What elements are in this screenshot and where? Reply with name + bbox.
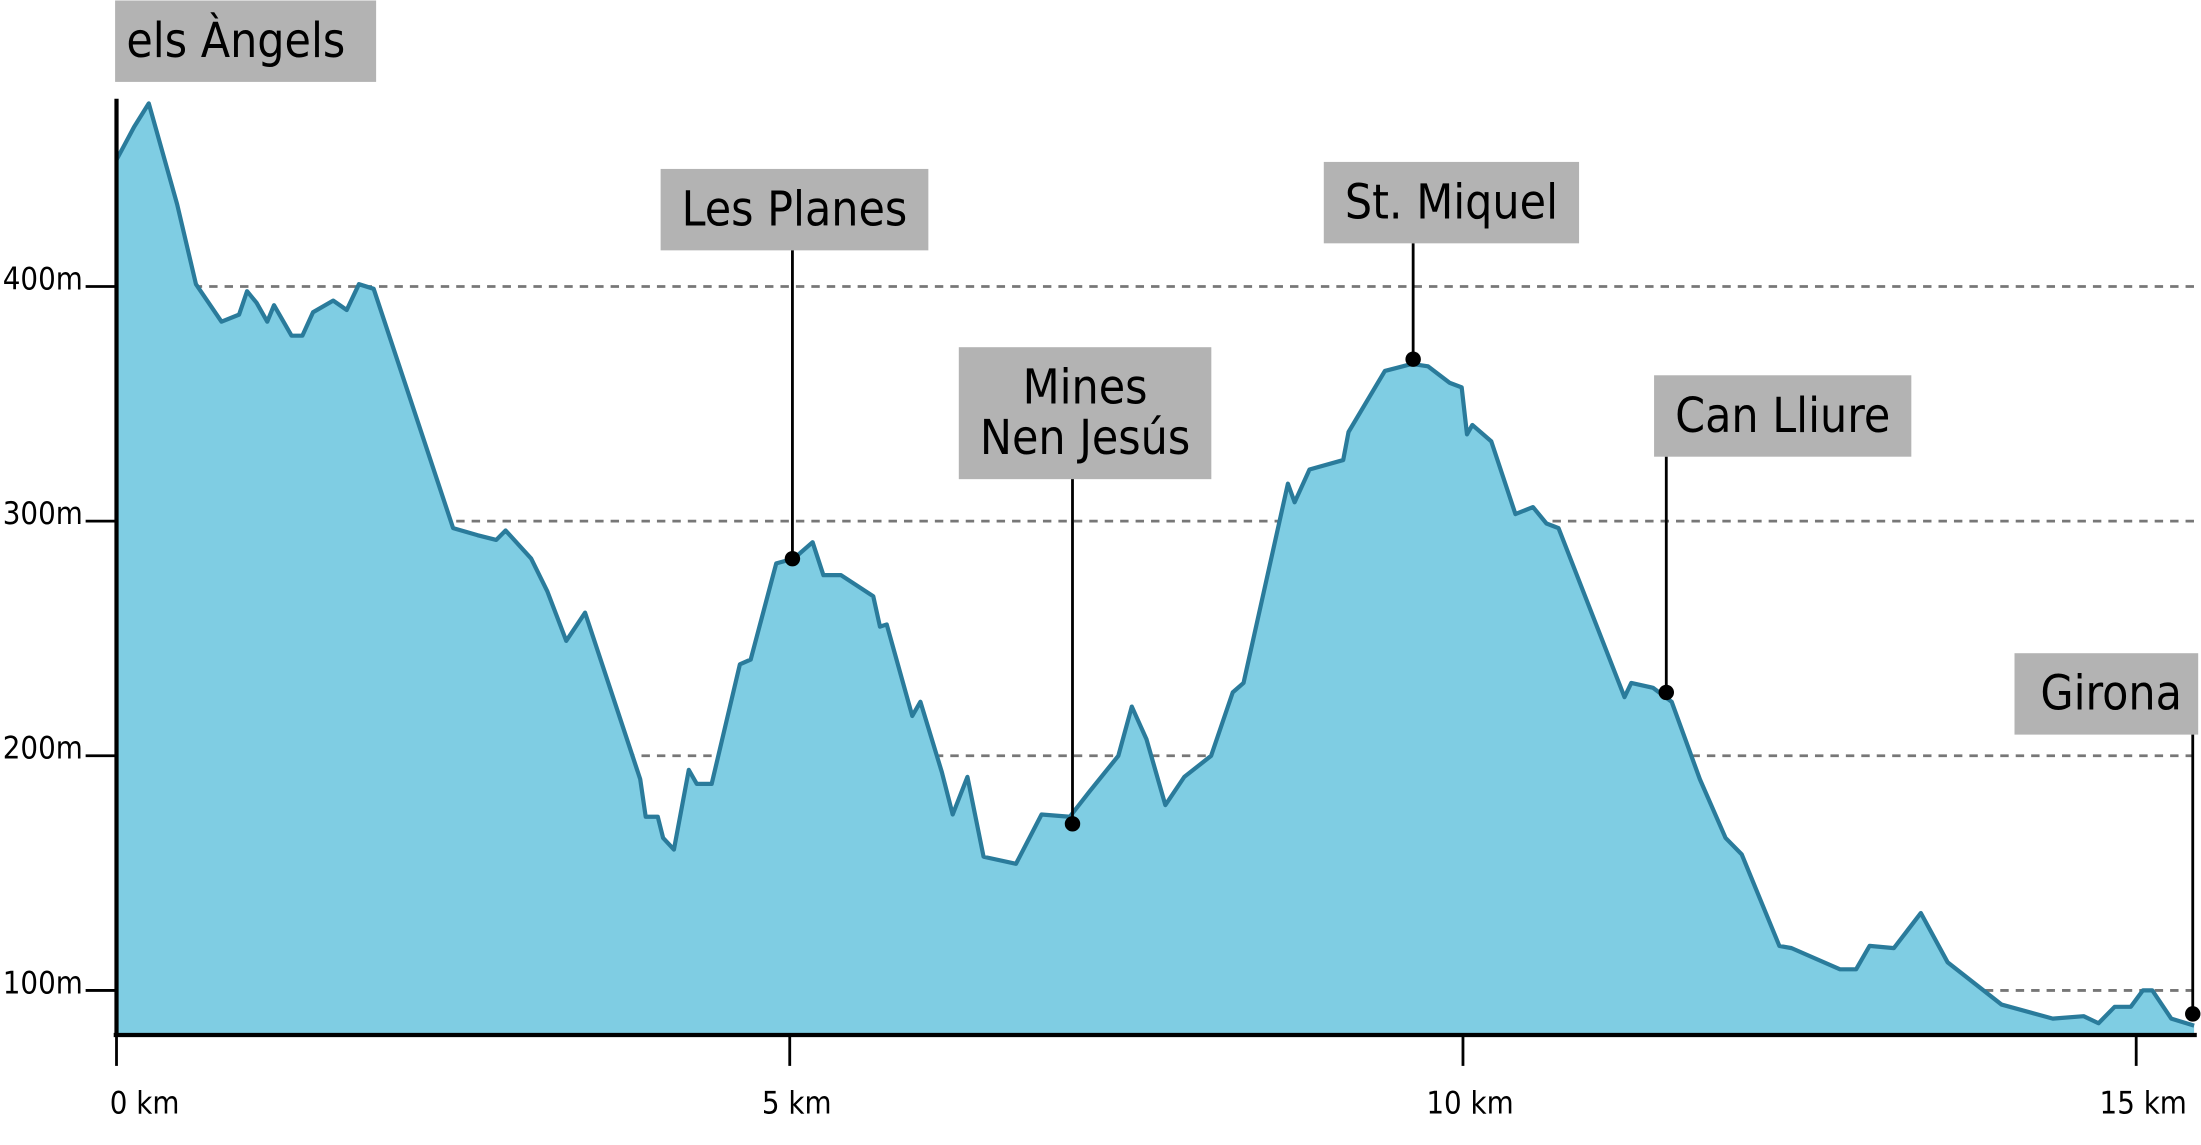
marker [2185, 1006, 2201, 1022]
annotation: St. Miquel [1323, 161, 1580, 367]
annotation: Girona [2014, 653, 2201, 1022]
annotation-label: Can Lliure [1675, 389, 1890, 444]
annotation-box [115, 0, 377, 82]
y-tick-label: 200m [3, 731, 83, 767]
annotation-label: Nen Jesús [980, 411, 1190, 466]
annotation-box [1323, 161, 1580, 244]
annotation-label: Girona [2040, 667, 2182, 722]
y-tick-label: 100m [3, 965, 83, 1001]
x-tick-label: 5 km [762, 1086, 832, 1122]
annotation-box [958, 347, 1212, 480]
y-tick-label: 300m [3, 496, 83, 532]
marker [1064, 816, 1081, 832]
annotation-label: Mines [1023, 361, 1148, 416]
x-tick-label: 0 km [110, 1086, 180, 1122]
annotation-box [2014, 653, 2199, 735]
annotation-box [660, 168, 929, 251]
annotation-box [1654, 375, 1912, 457]
annotation-label: St. Miquel [1345, 175, 1558, 230]
y-tick-label: 400m [3, 261, 83, 297]
marker [1658, 684, 1675, 701]
marker [784, 550, 801, 567]
x-tick-label: 10 km [1426, 1086, 1513, 1122]
annotation: els Àngels [115, 0, 377, 82]
annotation-label: els Àngels [126, 12, 345, 69]
area [116, 103, 2195, 1036]
annotation-label: Les Planes [682, 182, 908, 237]
x-tick-label: 15 km [2100, 1086, 2187, 1122]
annotation: Les Planes [660, 168, 929, 567]
marker [1405, 351, 1421, 367]
annotation: Can Lliure [1654, 375, 1912, 701]
